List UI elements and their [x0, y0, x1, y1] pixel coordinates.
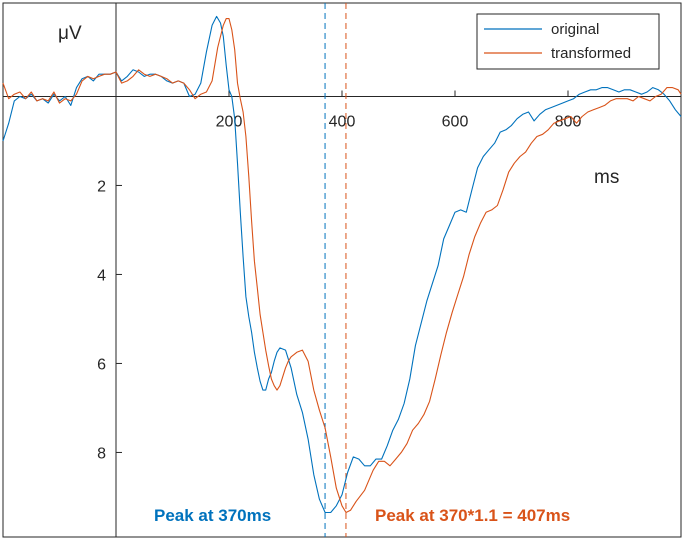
annotation-original-peak: Peak at 370ms [154, 506, 271, 525]
x-tick-label: 600 [442, 113, 469, 130]
x-unit-label: ms [594, 167, 619, 188]
legend-box [476, 13, 660, 70]
x-tick-label: 400 [329, 113, 356, 130]
y-tick-label: 8 [97, 445, 106, 462]
y-tick-label: 6 [97, 356, 106, 373]
annotation-transformed-peak: Peak at 370*1.1 = 407ms [375, 506, 570, 525]
x-axis-ticks: 200 400 600 800 [216, 90, 582, 130]
legend: original transformed [476, 13, 660, 70]
x-tick-label: 200 [216, 113, 243, 130]
y-tick-label: 4 [97, 267, 106, 284]
series-line-original [2, 15, 682, 514]
legend-label-transformed: transformed [551, 45, 631, 62]
series-group [2, 15, 682, 514]
peak-lines [324, 3, 347, 537]
y-axis-ticks: 2 4 6 8 [97, 178, 122, 462]
x-tick-label: 800 [555, 113, 582, 130]
y-unit-label: μV [58, 23, 82, 44]
y-tick-label: 2 [97, 178, 106, 195]
legend-label-original: original [551, 21, 599, 38]
series-line-transformed [2, 18, 682, 514]
